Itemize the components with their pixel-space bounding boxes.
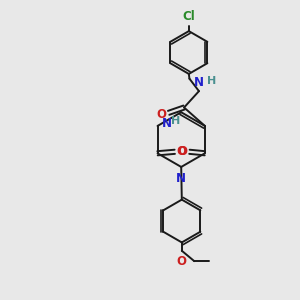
Text: O: O [157, 108, 166, 121]
Text: H: H [207, 76, 217, 86]
Text: O: O [176, 145, 187, 158]
Text: H: H [171, 116, 180, 126]
Text: N: N [161, 117, 171, 130]
Text: O: O [178, 145, 188, 158]
Text: N: N [176, 172, 186, 185]
Text: N: N [194, 76, 204, 89]
Text: Cl: Cl [182, 10, 195, 23]
Text: O: O [177, 255, 187, 268]
